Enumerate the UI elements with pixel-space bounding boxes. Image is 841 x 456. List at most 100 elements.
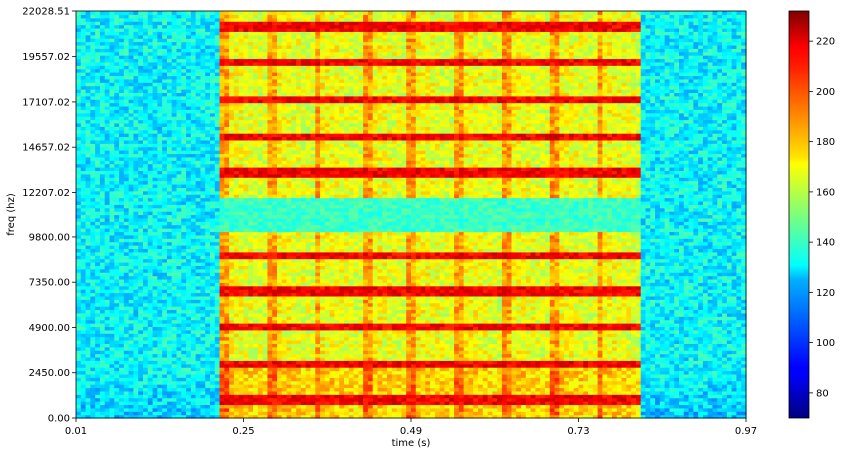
heatmap-cell: [109, 407, 115, 412]
heatmap-cell: [80, 339, 87, 344]
heatmap-cell: [166, 78, 173, 83]
heatmap-cell: [95, 265, 101, 270]
heatmap-cell: [190, 72, 197, 77]
heatmap-cell: [80, 27, 87, 32]
heatmap-cell: [138, 319, 144, 324]
heatmap-cell: [128, 44, 135, 49]
heatmap-cell: [166, 258, 173, 263]
heatmap-cell: [195, 390, 202, 395]
heatmap-cell: [205, 411, 211, 416]
heatmap-cell: [128, 48, 135, 53]
heatmap-cell: [152, 85, 158, 90]
heatmap-cell: [195, 387, 202, 392]
heatmap-cell: [190, 129, 197, 134]
heatmap-cell: [90, 122, 96, 127]
heatmap-cell: [171, 245, 178, 250]
heatmap-cell: [186, 27, 192, 32]
heatmap-cell: [190, 228, 197, 233]
heatmap-cell: [99, 167, 106, 172]
heatmap-cell: [152, 407, 158, 412]
heatmap-cell: [262, 309, 269, 314]
heatmap-cell: [162, 316, 168, 321]
heatmap-cell: [104, 68, 111, 73]
heatmap-cell: [176, 397, 182, 402]
heatmap-cell: [128, 116, 135, 121]
heatmap-cell: [176, 380, 182, 385]
heatmap-cell: [109, 163, 115, 168]
heatmap-cell: [147, 261, 154, 266]
heatmap-cell: [76, 394, 82, 399]
heatmap-cell: [257, 163, 264, 168]
heatmap-cell: [90, 194, 96, 199]
heatmap-cell: [267, 163, 273, 168]
heatmap-cell: [99, 411, 106, 416]
heatmap-cell: [262, 146, 269, 151]
heatmap-cell: [166, 339, 173, 344]
heatmap-cell: [109, 414, 115, 419]
heatmap-cell: [171, 377, 178, 382]
heatmap-cell: [181, 401, 187, 406]
heatmap-cell: [90, 231, 96, 236]
heatmap-cell: [85, 234, 91, 239]
heatmap-cell: [262, 122, 269, 127]
heatmap-cell: [238, 61, 245, 66]
heatmap-cell: [195, 44, 202, 49]
heatmap-cell: [76, 258, 82, 263]
heatmap-cell: [147, 214, 154, 219]
heatmap-cell: [99, 82, 106, 87]
heatmap-cell: [162, 68, 168, 73]
heatmap-cell: [166, 177, 173, 182]
heatmap-cell: [114, 356, 120, 361]
heatmap-cell: [162, 177, 168, 182]
heatmap-cell: [157, 204, 163, 209]
heatmap-cell: [114, 333, 120, 338]
heatmap-cell: [238, 21, 245, 26]
heatmap-cell: [119, 183, 125, 188]
heatmap-cell: [205, 350, 211, 355]
heatmap-cell: [190, 92, 197, 97]
heatmap-cell: [157, 82, 163, 87]
heatmap-cell: [233, 11, 240, 15]
heatmap-cell: [138, 187, 144, 192]
heatmap-cell: [104, 85, 111, 90]
heatmap-cell: [147, 299, 154, 304]
heatmap-cell: [162, 224, 168, 229]
heatmap-cell: [166, 380, 173, 385]
heatmap-cell: [224, 122, 230, 127]
heatmap-cell: [85, 48, 91, 53]
heatmap-cell: [80, 336, 87, 341]
heatmap-cell: [243, 224, 249, 229]
heatmap-cell: [123, 319, 130, 324]
heatmap-cell: [190, 55, 197, 60]
heatmap-cell: [99, 265, 106, 270]
heatmap-cell: [147, 95, 154, 100]
heatmap-cell: [109, 58, 115, 63]
heatmap-cell: [133, 48, 139, 53]
heatmap-cell: [138, 44, 144, 49]
heatmap-cell: [99, 55, 106, 60]
heatmap-cell: [95, 183, 101, 188]
heatmap-cell: [104, 214, 111, 219]
heatmap-cell: [176, 163, 182, 168]
heatmap-cell: [152, 75, 158, 80]
heatmap-cell: [157, 68, 163, 73]
heatmap-cell: [90, 204, 96, 209]
heatmap-cell: [128, 326, 135, 331]
heatmap-cell: [104, 248, 111, 253]
heatmap-cell: [104, 306, 111, 311]
heatmap-cell: [76, 21, 82, 26]
heatmap-cell: [162, 24, 168, 29]
heatmap-cell: [114, 380, 120, 385]
heatmap-cell: [186, 58, 192, 63]
heatmap-cell: [80, 146, 87, 151]
heatmap-cell: [147, 200, 154, 205]
heatmap-cell: [85, 180, 91, 185]
heatmap-cell: [133, 224, 139, 229]
heatmap-cell: [195, 272, 202, 277]
heatmap-cell: [210, 41, 216, 46]
heatmap-cell: [147, 414, 154, 419]
heatmap-cell: [157, 289, 163, 294]
heatmap-cell: [109, 34, 115, 39]
heatmap-cell: [190, 289, 197, 294]
heatmap-cell: [99, 360, 106, 365]
